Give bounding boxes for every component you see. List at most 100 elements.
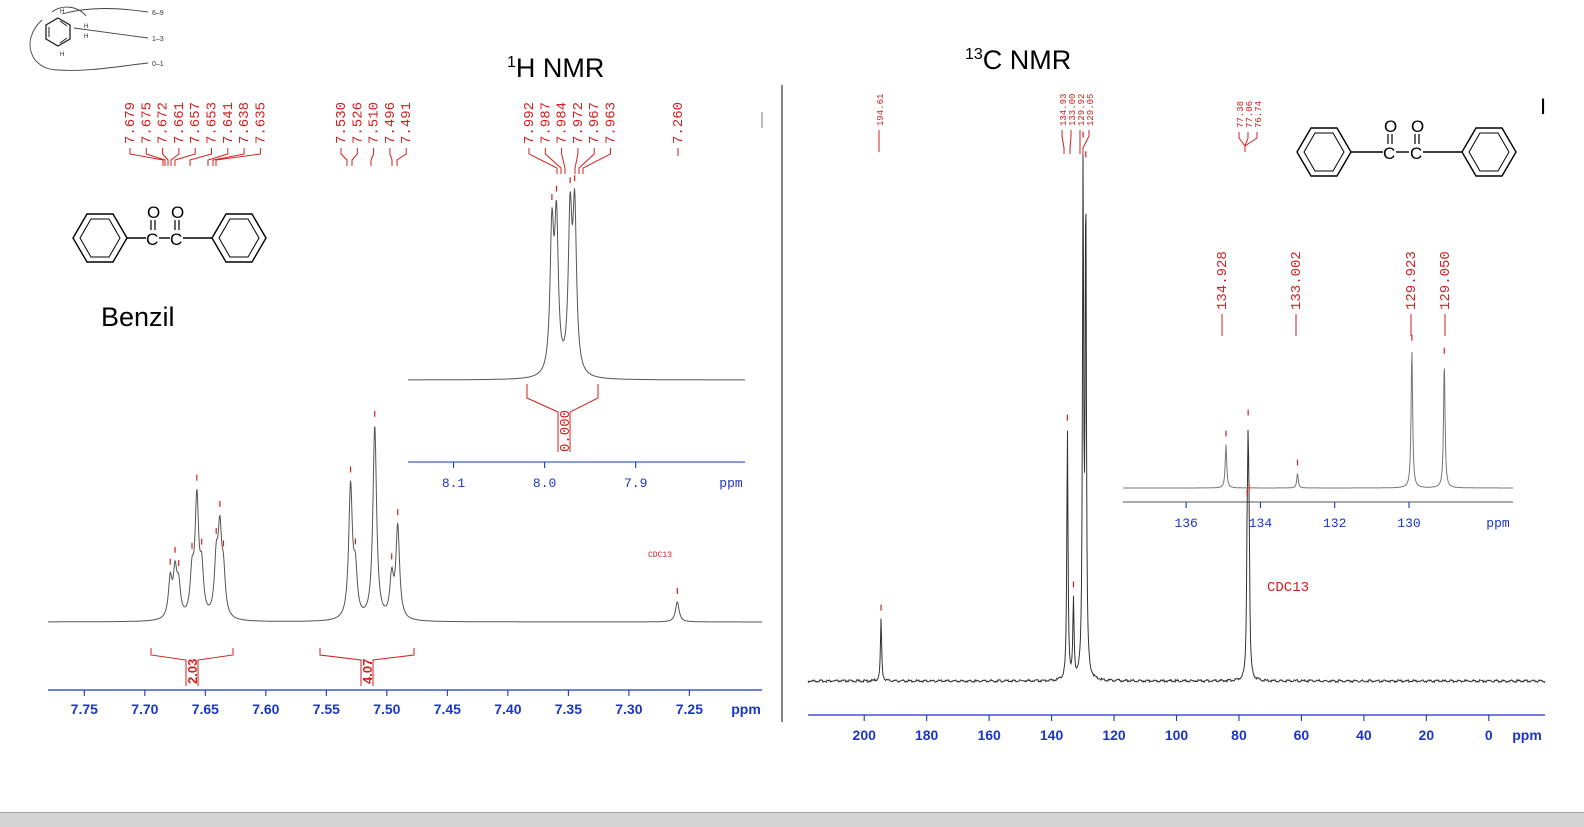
c-inset-unit-label: ppm <box>1486 516 1510 531</box>
c-nmr-title: 13C NMR <box>965 45 1071 75</box>
h-peak-label: 7.984 <box>555 102 571 144</box>
h-peak-label: 7.992 <box>522 102 538 144</box>
coupling-label: 1–3 <box>152 36 164 43</box>
h-solvent-label: CDC13 <box>648 551 672 560</box>
inset-integral-bracket <box>526 384 559 452</box>
h-peak-label-connector <box>129 148 164 166</box>
h-peak-label-connector <box>582 148 611 174</box>
h-nmr-title: 1H NMR <box>507 53 604 83</box>
integral-bracket <box>319 648 362 686</box>
integral-bracket <box>197 648 234 686</box>
h-peak-label-connector <box>578 148 595 174</box>
h-inset-tick-label: 8.0 <box>533 476 556 491</box>
h-peak-label: 7.672 <box>156 102 172 144</box>
h-peak-label: 7.496 <box>383 102 399 144</box>
c-peak-label-connector <box>1238 132 1246 152</box>
inset-integral-bracket <box>569 384 599 452</box>
coupling-label: 6–9 <box>152 10 164 17</box>
c-solvent-label: CDC13 <box>1267 580 1309 596</box>
svg-text:O: O <box>171 203 184 222</box>
c-peak-label: 77.06 <box>1245 101 1255 128</box>
h-peak-label: 7.679 <box>123 102 139 144</box>
window-bottom-bar <box>0 812 1584 827</box>
c-inset-tick-label: 136 <box>1174 516 1197 531</box>
h-peak-label-connector <box>370 148 375 166</box>
h-peak-label-connector <box>207 148 229 166</box>
coupling-atom-h: H <box>84 34 88 40</box>
h-peak-label: 7.987 <box>538 102 554 144</box>
c-peak-label: 129.05 <box>1086 94 1096 126</box>
c-inset-trace <box>1123 351 1513 489</box>
c-peak-label: 77.38 <box>1236 101 1246 128</box>
h-peak-label-connector <box>189 148 212 166</box>
h-inset-trace <box>408 188 745 381</box>
h-peak-label-connector <box>174 148 196 166</box>
h-peak-label-connector <box>351 148 358 166</box>
c-peak-label-connector <box>1082 130 1090 154</box>
integral-bracket <box>372 648 415 686</box>
h-peak-label-connector <box>170 148 180 166</box>
c-inset-peak-label: 129.923 <box>1404 251 1420 310</box>
h-inset-tick-label: 8.1 <box>442 476 466 491</box>
h-peak-label: 7.635 <box>253 102 269 144</box>
h-main-tick-label: 7.65 <box>192 701 219 717</box>
svg-text:C: C <box>1383 144 1395 163</box>
inset-integral-value: 0.000 <box>558 410 574 452</box>
c-main-unit-label: ppm <box>1512 727 1542 743</box>
h-peak-label-connector <box>574 148 579 174</box>
h-main-tick-label: 7.50 <box>373 701 400 717</box>
c-inset-peak-label: 133.002 <box>1289 251 1305 310</box>
h-peak-label: 7.638 <box>237 102 253 144</box>
c-peak-label-connector <box>1069 130 1072 154</box>
coupling-label: 0–1 <box>152 61 164 68</box>
svg-text:O: O <box>1384 117 1397 136</box>
c-main-tick-label: 120 <box>1102 727 1126 743</box>
benzil-structure-icon: C C O O <box>1296 117 1517 177</box>
c-peak-label: 76.74 <box>1254 101 1264 128</box>
c-main-tick-label: 0 <box>1485 727 1493 743</box>
c-inset-tick-label: 132 <box>1323 516 1346 531</box>
h-peak-label-connector <box>544 148 562 174</box>
h-main-tick-label: 7.35 <box>555 701 582 717</box>
h-main-tick-label: 7.55 <box>313 701 340 717</box>
h-peak-label-connector <box>389 148 393 166</box>
h-inset-tick-label: 7.9 <box>624 476 647 491</box>
h-peak-label: 7.963 <box>604 102 620 144</box>
coupling-diagram-icon: H H H H 6–9 1–3 0–1 <box>29 6 164 71</box>
coupling-atom-h: H <box>60 9 64 15</box>
integral-value: 4.07 <box>360 659 375 684</box>
h-peak-label: 7.260 <box>671 102 687 144</box>
c-peak-label: 194.61 <box>876 94 886 126</box>
c-peak-label-connector <box>1061 130 1065 154</box>
integral-bracket <box>150 648 187 686</box>
compound-name: Benzil <box>101 302 175 332</box>
coupling-atom-h: H <box>60 52 64 58</box>
h-main-trace <box>48 426 762 623</box>
h-peak-label: 7.675 <box>139 102 155 144</box>
c-main-tick-label: 160 <box>977 727 1001 743</box>
h-peak-label: 7.967 <box>587 102 603 144</box>
h-main-tick-label: 7.30 <box>615 701 642 717</box>
c-main-tick-label: 80 <box>1231 727 1247 743</box>
h-peak-label: 7.530 <box>334 102 350 144</box>
c-inset-peak-label: 129.050 <box>1438 251 1454 310</box>
h-peak-label: 7.510 <box>367 102 383 144</box>
c-inset-peak-label: 134.928 <box>1215 251 1231 310</box>
h-peak-label: 7.657 <box>188 102 204 144</box>
c-main-tick-label: 200 <box>853 727 877 743</box>
c-main-tick-label: 100 <box>1165 727 1189 743</box>
svg-text:O: O <box>147 203 160 222</box>
c-main-tick-label: 40 <box>1356 727 1372 743</box>
h-peak-label: 7.972 <box>571 102 587 144</box>
c-main-tick-label: 180 <box>915 727 939 743</box>
c-inset-tick-label: 130 <box>1397 516 1420 531</box>
benzil-structure-icon: C C O O <box>72 203 267 263</box>
c-peak-label: 129.92 <box>1077 94 1087 126</box>
h-peak-label-connector <box>528 148 558 174</box>
c-peak-label: 134.93 <box>1059 94 1069 126</box>
h-peak-label-connector <box>396 148 407 166</box>
h-peak-label-connector <box>212 148 245 166</box>
c-peak-label: 133.00 <box>1068 94 1078 126</box>
h-main-tick-label: 7.75 <box>71 701 98 717</box>
coupling-atom-h: H <box>84 24 88 30</box>
